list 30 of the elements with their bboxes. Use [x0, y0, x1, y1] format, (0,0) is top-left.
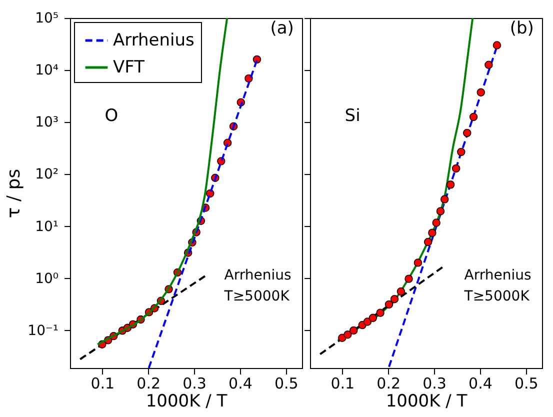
- y-tick-label: 10⁴: [35, 62, 59, 79]
- x-tick-label: 0.5: [274, 374, 298, 392]
- legend-label: Arrhenius: [113, 30, 195, 50]
- x-tick-label: 0.5: [514, 374, 538, 392]
- y-axis-title: τ / ps: [4, 168, 25, 218]
- x-tick-label: 0.2: [376, 374, 401, 392]
- annotation: T≥5000K: [463, 288, 530, 304]
- x-tick-label: 0.1: [90, 374, 115, 392]
- y-tick-label: 10³: [35, 114, 58, 131]
- y-tick-label: 10¹: [35, 218, 58, 235]
- y-tick-label: 10²: [35, 166, 58, 183]
- x-tick-label: 0.3: [422, 374, 446, 392]
- annotation: Arrhenius: [224, 267, 292, 284]
- x-axis-title: 1000K / T: [146, 392, 228, 412]
- y-tick-label: 10⁻¹: [28, 322, 58, 339]
- annotation: O: [104, 106, 118, 126]
- x-tick-label: 0.2: [136, 374, 161, 392]
- annotation: Si: [344, 106, 360, 126]
- y-tick-label: 10⁵: [35, 10, 58, 26]
- annotation: T≥5000K: [223, 288, 290, 304]
- x-tick-label: 0.4: [468, 374, 492, 392]
- y-tick-label: 10⁰: [35, 270, 59, 287]
- x-tick-label: 0.4: [228, 374, 252, 392]
- legend-label: VFT: [113, 58, 146, 78]
- annotation: (b): [510, 18, 534, 38]
- x-tick-label: 0.3: [182, 374, 206, 392]
- annotation: (a): [270, 18, 294, 38]
- x-axis-title: 1000K / T: [386, 392, 468, 412]
- annotation: Arrhenius: [464, 267, 532, 284]
- x-tick-label: 0.1: [330, 374, 355, 392]
